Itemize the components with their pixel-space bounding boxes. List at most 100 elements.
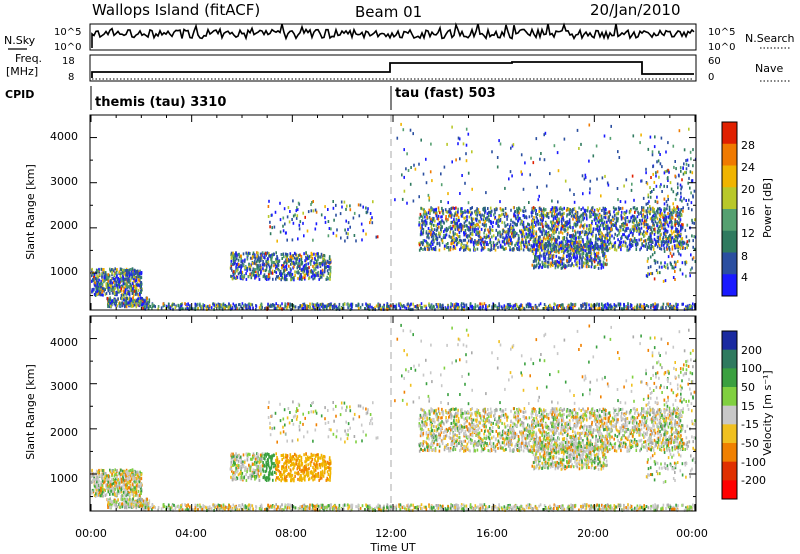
power-data-cell (332, 304, 334, 308)
power-data-cell (539, 242, 541, 246)
power-data-cell (474, 305, 476, 309)
power-data-cell (240, 271, 242, 275)
power-data-cell (591, 206, 593, 210)
power-data-cell (543, 229, 546, 233)
power-data-cell (522, 230, 524, 234)
power-data-cell (106, 282, 109, 286)
power-data-cell (660, 306, 662, 310)
power-data-cell (610, 305, 613, 309)
power-data-cell (95, 279, 98, 283)
power-data-cell (252, 273, 255, 277)
power-data-cell (267, 263, 270, 267)
power-data-cell (124, 291, 126, 295)
power-data-cell (632, 307, 634, 311)
power-data-cell (593, 211, 596, 215)
power-data-cell (240, 275, 243, 279)
power-data-cell (552, 209, 554, 213)
power-data-cell (514, 304, 516, 308)
power-data-cell (324, 261, 327, 265)
power-data-cell (415, 305, 418, 309)
power-data-cell (241, 270, 244, 274)
power-data-cell (431, 207, 433, 211)
power-data-cell (601, 304, 604, 308)
power-data-cell (303, 273, 306, 277)
power-data-cell (549, 227, 551, 231)
power-data-cell (116, 304, 118, 308)
power-data-cell (570, 256, 573, 260)
power-data-cell (154, 305, 156, 309)
power-data-cell (275, 277, 277, 281)
power-data-cell (606, 211, 608, 215)
power-data-cell (510, 231, 513, 235)
power-data-cell (595, 258, 597, 262)
power-data-cell (290, 262, 292, 266)
power-data-cell (91, 279, 93, 283)
power-data-cell (552, 246, 555, 250)
power-data-cell (498, 240, 501, 244)
power-data-cell (543, 207, 545, 211)
power-data-cell (543, 236, 545, 240)
power-data-cell (584, 212, 586, 216)
power-data-cell (101, 283, 104, 286)
power-data-cell (450, 215, 453, 219)
power-data-cell (518, 216, 521, 220)
power-data-cell (664, 219, 667, 223)
power-data-cell (566, 246, 569, 250)
power-data-cell (452, 247, 454, 251)
power-data-cell (442, 209, 444, 213)
power-data-cell (594, 243, 597, 246)
power-data-cell (540, 230, 542, 234)
power-data-cell (560, 303, 562, 307)
power-data-cell (581, 224, 584, 228)
power-data-cell (125, 302, 128, 306)
power-data-cell (498, 215, 500, 219)
power-data-cell (589, 240, 591, 244)
power-data-cell (465, 303, 468, 307)
power-data-cell (522, 225, 525, 229)
power-data-cell (578, 219, 580, 223)
power-data-cell (553, 248, 556, 252)
power-data-cell (517, 209, 519, 213)
nave-tick-bottom: 0 (708, 72, 714, 83)
power-data-cell (650, 303, 652, 307)
power-data-cell (306, 257, 309, 260)
power-data-cell (240, 272, 243, 276)
power-data-cell (551, 237, 553, 241)
power-data-cell (503, 304, 506, 308)
power-data-cell (602, 225, 605, 229)
power-data-cell (531, 249, 534, 253)
power-data-cell (575, 214, 577, 218)
power-data-cell (652, 223, 654, 227)
power-data-cell (583, 216, 585, 220)
power-data-cell (264, 269, 267, 273)
power-data-cell (120, 289, 123, 293)
power-data-cell (533, 260, 535, 264)
power-data-cell (562, 305, 564, 309)
power-data-cell (445, 219, 448, 223)
power-data-cell (589, 231, 591, 235)
power-data-cell (151, 306, 153, 310)
power-data-cell (623, 213, 626, 216)
power-data-cell (668, 236, 671, 239)
power-data-cell (593, 245, 596, 249)
power-data-cell (235, 265, 237, 269)
power-data-cell (599, 235, 601, 239)
power-data-cell (136, 269, 139, 273)
power-data-cell (552, 264, 554, 267)
power-data-cell (521, 240, 523, 244)
power-data-cell (489, 238, 491, 241)
power-data-cell (432, 208, 434, 212)
power-data-cell (553, 224, 555, 228)
power-data-cell (93, 276, 95, 279)
power-data-cell (535, 234, 538, 238)
power-data-cell (138, 272, 141, 275)
power-data-cell (565, 254, 568, 258)
nave-tick-top: 60 (708, 56, 721, 67)
power-data-cell (553, 302, 556, 306)
power-data-cell (126, 272, 129, 276)
power-data-cell (607, 233, 609, 237)
power-data-cell (466, 235, 469, 239)
power-data-cell (450, 207, 453, 210)
power-data-cell (118, 270, 121, 274)
power-data-cell (250, 272, 252, 276)
